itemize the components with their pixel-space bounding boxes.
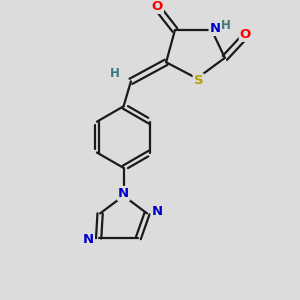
- Text: H: H: [110, 67, 120, 80]
- Text: O: O: [152, 0, 163, 13]
- Text: N: N: [210, 22, 221, 35]
- Text: O: O: [240, 28, 251, 41]
- Text: H: H: [221, 19, 231, 32]
- Text: N: N: [152, 206, 163, 218]
- Text: N: N: [83, 233, 94, 246]
- Text: N: N: [118, 187, 129, 200]
- Text: S: S: [194, 74, 203, 87]
